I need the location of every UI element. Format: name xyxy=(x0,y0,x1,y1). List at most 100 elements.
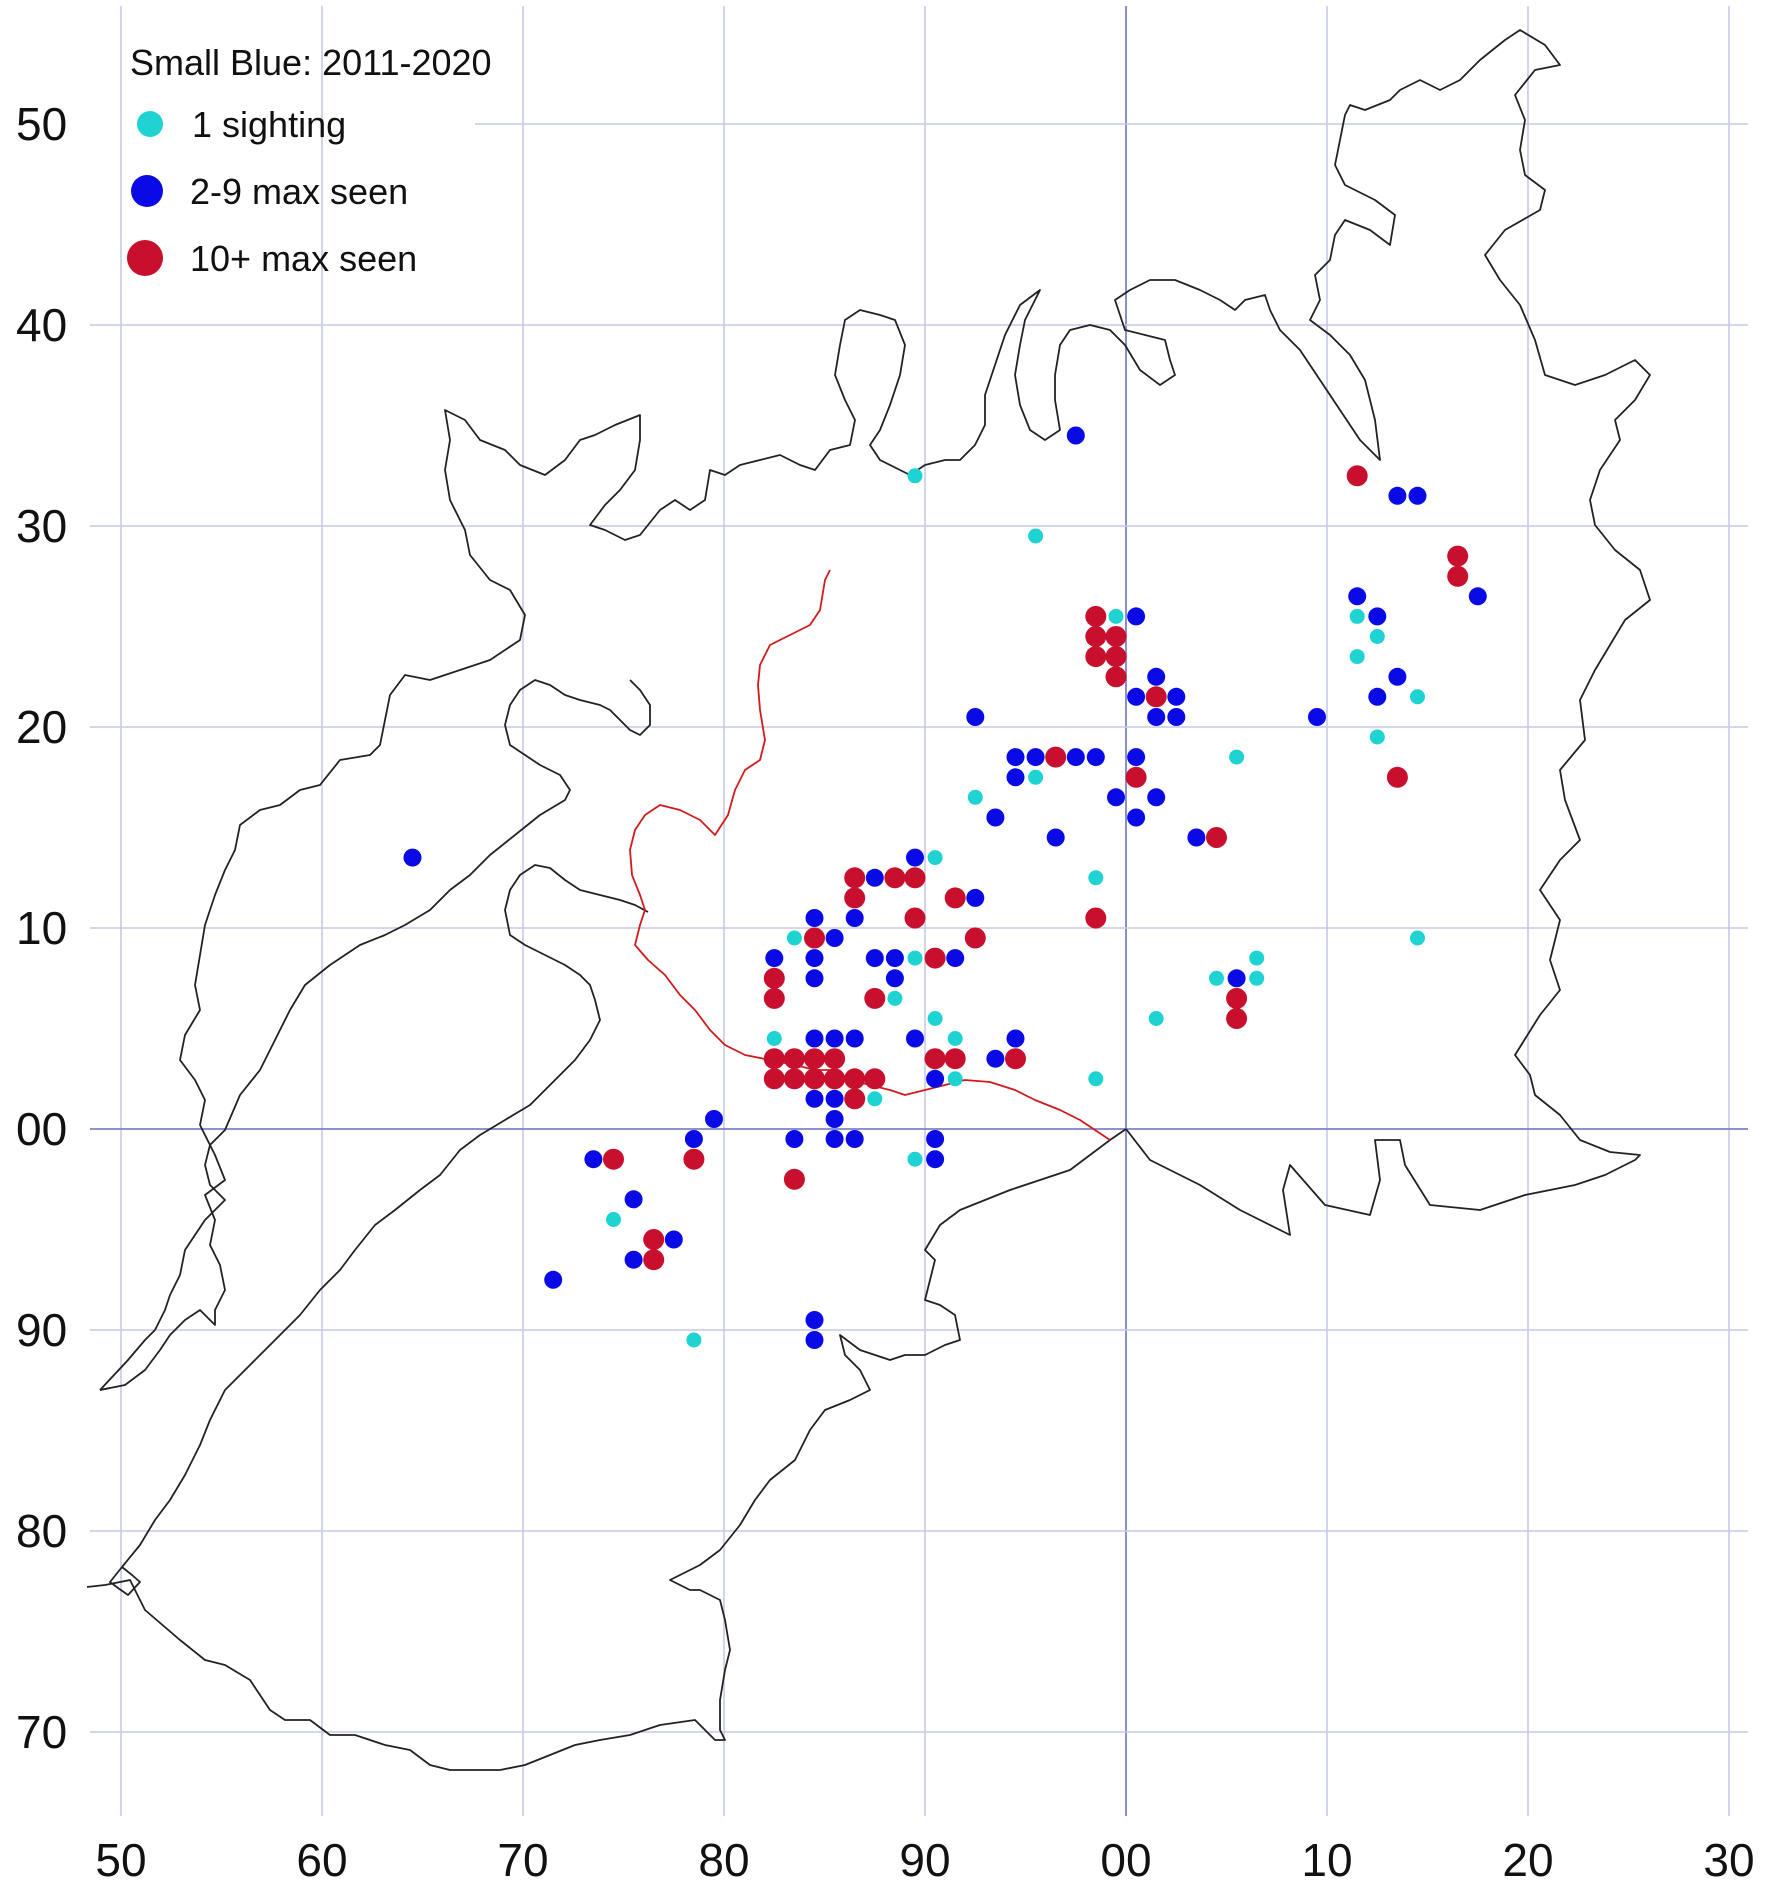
sighting-dot-few-4 xyxy=(1468,587,1487,606)
easting-label-20: 20 xyxy=(1502,1834,1553,1886)
sighting-dot-many-38 xyxy=(804,1068,825,1090)
sighting-dot-single-10 xyxy=(967,789,983,805)
sighting-dot-few-58 xyxy=(926,1130,945,1148)
sighting-dot-few-26 xyxy=(1046,828,1065,847)
sighting-dot-many-23 xyxy=(924,947,946,969)
sighting-dot-single-26 xyxy=(867,1091,883,1107)
sighting-dot-single-28 xyxy=(606,1212,621,1227)
sighting-dot-many-21 xyxy=(804,927,825,949)
sighting-dot-few-31 xyxy=(966,888,985,907)
sighting-dot-few-1 xyxy=(1388,486,1407,505)
northing-label-10: 10 xyxy=(16,902,67,954)
sighting-dot-many-4 xyxy=(1085,626,1107,647)
sighting-dot-few-55 xyxy=(785,1130,804,1148)
sighting-dot-many-44 xyxy=(683,1148,705,1170)
easting-label-50: 50 xyxy=(95,1834,146,1886)
sighting-dot-few-5 xyxy=(1127,607,1146,626)
sighting-dot-single-19 xyxy=(1249,970,1265,986)
sighting-dot-few-54 xyxy=(684,1130,703,1148)
sighting-dot-few-24 xyxy=(986,808,1005,827)
sighting-dot-single-0 xyxy=(907,468,923,484)
sighting-dot-many-20 xyxy=(1085,907,1107,929)
sighting-dot-few-6 xyxy=(1368,607,1387,626)
sighting-dot-single-20 xyxy=(927,1011,943,1026)
sighting-dot-few-22 xyxy=(1107,788,1125,807)
sighting-dot-few-60 xyxy=(926,1150,945,1169)
sighting-dot-single-22 xyxy=(766,1031,782,1046)
sighting-dot-many-9 xyxy=(1145,686,1167,708)
sighting-dot-single-23 xyxy=(947,1031,963,1046)
sighting-dot-few-13 xyxy=(1147,708,1166,726)
sighting-dot-many-8 xyxy=(1105,666,1127,688)
sighting-dot-many-41 xyxy=(864,1068,886,1090)
sighting-dot-few-65 xyxy=(805,1311,824,1329)
sighting-dot-single-14 xyxy=(1410,930,1425,946)
sighting-dot-few-7 xyxy=(1147,667,1166,686)
sighting-dot-many-40 xyxy=(844,1068,866,1090)
sighting-dot-single-6 xyxy=(1410,689,1425,705)
sighting-dot-few-37 xyxy=(865,949,884,968)
sighting-dot-few-66 xyxy=(805,1331,824,1349)
sighting-dot-few-19 xyxy=(1086,748,1105,767)
sighting-dot-many-35 xyxy=(1005,1048,1026,1070)
sighting-dot-few-11 xyxy=(1368,687,1387,706)
legend-title: Small Blue: 2011-2020 xyxy=(130,42,492,83)
sighting-dot-few-53 xyxy=(825,1110,844,1128)
sighting-dot-few-18 xyxy=(1066,748,1085,767)
sighting-dot-single-8 xyxy=(1028,769,1044,785)
sighting-dot-many-11 xyxy=(1125,766,1147,788)
sighting-dot-many-6 xyxy=(1085,646,1107,668)
sighting-dot-few-39 xyxy=(946,949,965,968)
sighting-dot-many-7 xyxy=(1105,646,1127,668)
sighting-dot-many-19 xyxy=(904,907,926,929)
sighting-dot-few-46 xyxy=(906,1029,924,1048)
sighting-dot-few-36 xyxy=(805,949,824,968)
legend-label-single: 1 sighting xyxy=(192,104,346,145)
sighting-dot-many-18 xyxy=(944,887,966,909)
sighting-dot-many-16 xyxy=(904,867,926,889)
sighting-dot-many-1 xyxy=(1447,545,1469,567)
northing-label-30: 30 xyxy=(16,500,67,552)
sighting-dot-many-33 xyxy=(924,1048,946,1070)
legend-label-few: 2-9 max seen xyxy=(190,171,408,212)
sighting-dot-single-25 xyxy=(1088,1071,1104,1087)
coast-south-west xyxy=(86,1128,1127,1771)
sighting-dot-single-9 xyxy=(1229,749,1245,765)
sighting-dot-few-8 xyxy=(1388,667,1407,686)
easting-label-70: 70 xyxy=(497,1834,548,1886)
sighting-dot-few-25 xyxy=(1127,808,1146,827)
sighting-dot-few-32 xyxy=(805,909,824,927)
sighting-dot-few-42 xyxy=(1227,969,1246,988)
sighting-dot-many-47 xyxy=(643,1249,665,1271)
legend: Small Blue: 2011-2020 1 sighting 2-9 max… xyxy=(127,42,492,279)
sighting-dot-few-16 xyxy=(1006,748,1025,767)
sighting-dot-many-27 xyxy=(1226,987,1248,1009)
sighting-dot-many-28 xyxy=(1226,1008,1248,1029)
sighting-dot-few-48 xyxy=(986,1049,1005,1068)
sighting-dot-few-17 xyxy=(1026,748,1045,767)
easting-label-10: 10 xyxy=(1301,1834,1352,1886)
sighting-dot-few-52 xyxy=(705,1110,723,1128)
easting-label-60: 60 xyxy=(296,1834,347,1886)
sighting-dot-many-13 xyxy=(1206,827,1227,848)
sighting-dot-many-29 xyxy=(763,1048,785,1070)
sighting-dot-single-3 xyxy=(1349,608,1365,624)
sighting-dot-many-25 xyxy=(763,987,785,1009)
sighting-dot-few-12 xyxy=(966,708,985,726)
northing-label-20: 20 xyxy=(16,701,67,753)
sighting-dot-few-34 xyxy=(825,929,844,947)
sighting-dot-many-17 xyxy=(844,887,866,909)
sighting-dot-few-64 xyxy=(544,1270,563,1289)
sighting-dot-few-62 xyxy=(664,1230,683,1249)
legend-swatch-single xyxy=(137,111,163,137)
sighting-dot-few-15 xyxy=(1308,708,1326,726)
sighting-dot-many-2 xyxy=(1447,565,1469,587)
sighting-dot-few-14 xyxy=(1167,708,1186,726)
grid-lines xyxy=(90,6,1748,1816)
sighting-dot-few-29 xyxy=(906,848,924,867)
sighting-dot-few-3 xyxy=(1348,587,1367,606)
northing-label-80: 80 xyxy=(16,1505,67,1557)
sighting-dot-single-7 xyxy=(1369,729,1385,745)
